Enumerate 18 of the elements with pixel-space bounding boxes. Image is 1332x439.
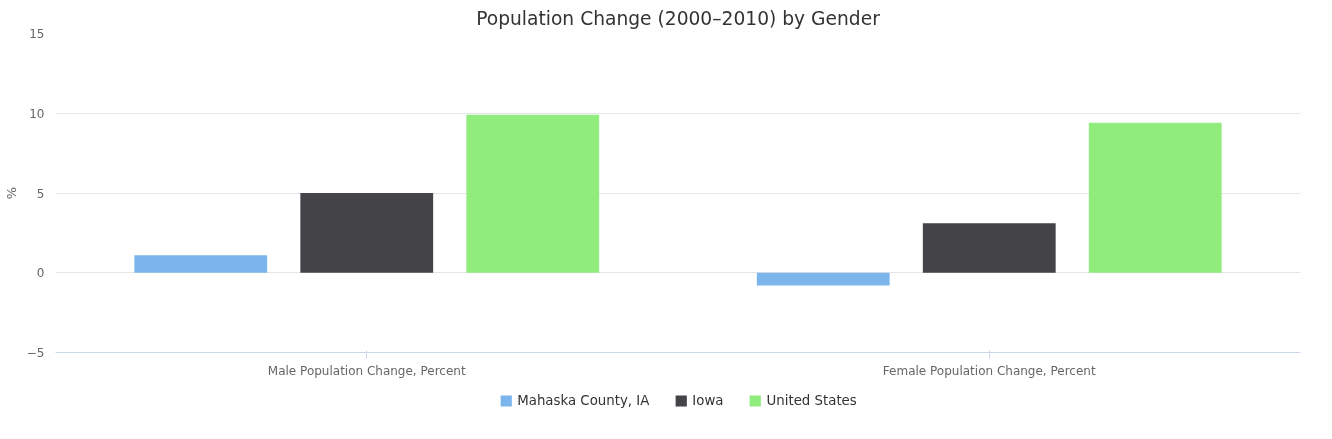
- x-tick-label: Male Population Change, Percent: [267, 363, 466, 378]
- bar: [922, 223, 1056, 273]
- x-tick-label: Female Population Change, Percent: [882, 363, 1096, 378]
- bar: [134, 255, 268, 273]
- chart-title: Population Change (2000–2010) by Gender: [476, 7, 881, 29]
- bar: [1088, 122, 1222, 273]
- y-tick-label: 10: [29, 106, 45, 121]
- legend-label: United States: [766, 392, 857, 408]
- y-tick-label: 0: [36, 266, 45, 281]
- bar: [466, 114, 600, 273]
- y-tick-label: 15: [29, 27, 45, 41]
- y-axis-title: %: [3, 186, 19, 200]
- bar: [300, 193, 434, 273]
- y-tick-label: −5: [26, 346, 45, 360]
- legend-label: Mahaska County, IA: [517, 392, 650, 408]
- y-tick-label: 5: [36, 186, 45, 201]
- legend-label: Iowa: [692, 392, 724, 408]
- bar: [756, 272, 890, 286]
